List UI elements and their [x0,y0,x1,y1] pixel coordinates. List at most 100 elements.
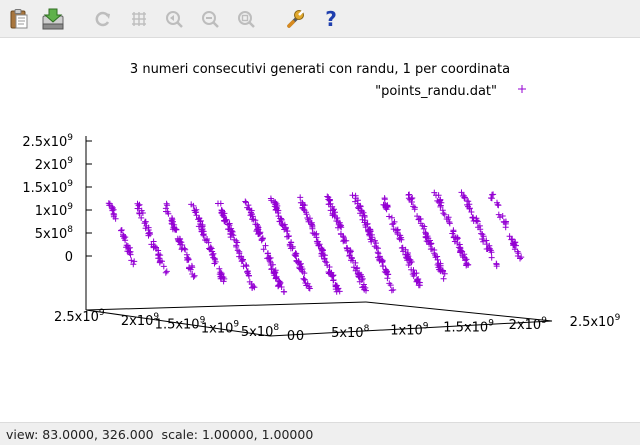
data-point [510,240,517,247]
data-point [499,213,506,219]
data-point [126,244,133,251]
data-point [291,251,298,258]
legend-marker [518,85,526,93]
data-point [454,234,461,241]
export-button[interactable] [41,7,65,31]
data-point [490,191,497,198]
left-axis-tick-label: 1.5x109 [155,316,206,333]
data-point [283,228,290,234]
data-point [275,210,282,216]
data-point [495,211,502,218]
data-point [479,236,486,243]
data-point [258,237,265,244]
data-point [299,202,306,209]
data-point [193,206,200,213]
data-point [391,218,398,225]
data-point [487,245,493,252]
data-point [145,224,152,231]
data-point [363,287,369,294]
data-point [245,270,251,277]
settings-button[interactable] [283,7,307,31]
wrench-icon [287,10,304,28]
data-point [122,237,129,244]
data-point [411,206,418,213]
data-point [394,227,401,234]
data-point [301,276,308,283]
data-point [118,227,124,234]
data-point [249,284,256,291]
data-point [515,250,522,257]
data-point [327,271,334,277]
data-point [380,263,387,270]
status-text: view: 83.0000, 326.000 scale: 1.00000, 1… [6,427,314,442]
data-point [162,205,169,212]
data-point [359,284,366,291]
data-point [473,215,480,222]
data-point [128,257,135,264]
copy-clipboard-button[interactable] [7,7,31,31]
data-point [414,213,421,220]
data-point [306,285,313,292]
data-point [358,207,365,214]
clipboard-icon [10,9,28,29]
unzoom-button[interactable] [198,7,222,31]
data-point [303,211,310,218]
data-point [335,285,342,292]
z-tick-label: 0 [65,250,73,265]
plot-canvas[interactable]: 3 numeri consecutivi generati con randu,… [0,38,640,422]
right-axis-ticks: 0 5x108 1x109 1.5x109 2x109 2.5x109 [287,313,621,344]
z-tick-label: 1.5x109 [22,179,73,196]
z-tick-label: 2x109 [35,156,74,173]
data-point [309,230,316,236]
data-point [348,254,355,261]
grid-button[interactable] [127,7,151,31]
data-point [324,262,331,269]
data-point [287,245,294,252]
data-point [461,194,468,201]
data-point [305,216,312,223]
data-point [518,254,525,261]
data-point [260,246,267,253]
data-point [123,244,130,251]
data-point [219,212,226,218]
data-point [239,257,246,264]
data-point [297,194,304,201]
base-edge-front-right [269,320,553,337]
data-point [296,265,303,272]
data-point [494,199,500,206]
previous-zoom-button[interactable] [162,7,186,31]
left-axis-tick-label: 2x109 [121,312,160,329]
export-icon [42,8,64,30]
data-point [248,207,255,214]
replot-button[interactable] [91,7,115,31]
data-point [332,209,338,216]
data-point [271,270,278,277]
plot-area[interactable]: 3 numeri consecutivi generati con randu,… [0,38,640,422]
autoscale-button[interactable] [234,7,258,31]
data-point [441,211,448,218]
z-tick-label: 5x108 [35,225,74,242]
z-tick-label: 1x109 [35,202,74,219]
data-point [265,254,272,261]
data-point [269,261,276,268]
data-point [278,215,285,222]
data-point [274,202,281,209]
data-point [386,280,393,287]
data-point [157,252,164,259]
right-axis-tick-label: 0 [287,329,295,344]
data-point [192,209,199,216]
grid-icon [132,12,146,26]
data-point [172,226,179,233]
data-point [431,189,438,196]
data-point [206,245,213,252]
data-point [295,258,302,265]
data-point [233,237,240,244]
help-button[interactable]: ? [319,7,343,31]
right-axis-tick-label: 2.5x109 [570,313,621,330]
right-axis-tick-label: 1x109 [390,321,429,338]
data-point [266,255,273,262]
data-point [432,254,439,261]
data-point [410,267,417,274]
data-point [511,246,518,253]
chart-title: 3 numeri consecutivi generati con randu,… [130,62,510,77]
